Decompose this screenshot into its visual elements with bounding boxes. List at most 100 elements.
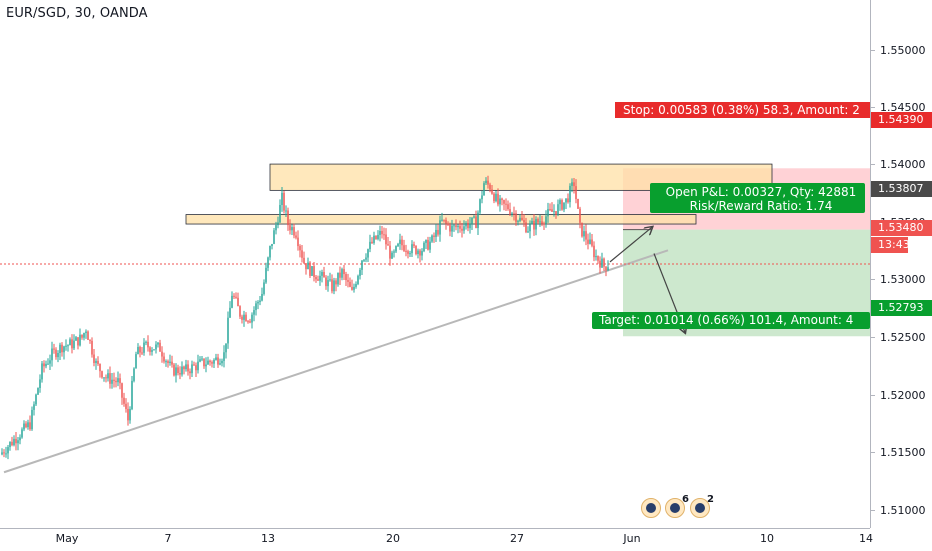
- candle-body: [293, 227, 295, 236]
- candle-body: [1, 452, 3, 455]
- candle-body: [427, 239, 429, 250]
- candle-body: [495, 193, 497, 202]
- candle-body: [19, 437, 21, 441]
- candle-body: [605, 266, 607, 271]
- candle-body: [601, 258, 603, 268]
- candle-body: [245, 314, 247, 322]
- candle-body: [217, 357, 219, 365]
- candle-body: [523, 220, 525, 223]
- candle-body: [91, 340, 93, 355]
- stop-info-label: Stop: 0.00583 (0.38%) 58.3, Amount: 2: [615, 102, 870, 118]
- candle-body: [571, 182, 573, 186]
- candle-body: [413, 244, 415, 246]
- candle-body: [467, 223, 469, 229]
- candle-body: [59, 344, 61, 354]
- candle-body: [313, 266, 315, 277]
- candle-body: [369, 241, 371, 250]
- candle-body: [117, 378, 119, 383]
- candle-body: [357, 275, 359, 285]
- candle-body: [569, 185, 571, 203]
- price-tick: 1.55000: [871, 44, 926, 57]
- candle-body: [213, 359, 215, 364]
- event-badge-icon[interactable]: [641, 498, 661, 518]
- price-tick: 1.51000: [871, 504, 926, 517]
- candle-body: [449, 224, 451, 232]
- candle-body: [251, 314, 253, 323]
- candle-body: [559, 200, 561, 205]
- time-tick: May: [55, 532, 79, 545]
- ascending-trendline: [3, 249, 669, 474]
- time-tick: 13: [261, 532, 275, 545]
- candle-body: [285, 210, 287, 212]
- candle-body: [267, 257, 269, 268]
- candle-body: [401, 239, 403, 246]
- risk-reward-ratio-text: Risk/Reward Ratio: 1.74: [689, 199, 833, 213]
- candle-body: [161, 351, 163, 357]
- candle-body: [225, 343, 227, 353]
- candle-body: [119, 378, 121, 384]
- candle-body: [145, 341, 147, 343]
- price-scale[interactable]: 1.55000 1.54500 1.54000 1.53500 1.53000 …: [870, 0, 932, 528]
- candle-body: [275, 225, 277, 231]
- candle-body: [3, 452, 5, 454]
- candle-body: [391, 252, 393, 259]
- candle-body: [83, 333, 85, 338]
- event-badge-icon[interactable]: [665, 498, 685, 518]
- candle-body: [431, 235, 433, 242]
- candle-body: [281, 192, 283, 206]
- candle-body: [397, 243, 399, 247]
- candle-body: [123, 397, 125, 404]
- candle-body: [305, 263, 307, 270]
- candle-body: [599, 260, 601, 268]
- candle-body: [45, 363, 47, 367]
- candle-body: [383, 234, 385, 236]
- candle-body: [103, 377, 105, 379]
- candle-body: [551, 209, 553, 212]
- candle-body: [197, 361, 199, 371]
- time-scale[interactable]: May 7 13 20 27 Jun 10 14: [0, 528, 873, 551]
- candle-body: [585, 231, 587, 240]
- candle-body: [425, 239, 427, 243]
- candle-body: [561, 200, 563, 210]
- candle-body: [93, 354, 95, 363]
- candle-body: [579, 208, 581, 223]
- candle-body: [363, 259, 365, 261]
- candle-body: [411, 244, 413, 254]
- candle-body: [201, 358, 203, 360]
- candle-body: [303, 257, 305, 264]
- event-badge-icon[interactable]: [690, 498, 710, 518]
- candle-body: [163, 356, 165, 362]
- candle-body: [129, 409, 131, 421]
- candle-body: [181, 366, 183, 375]
- candle-body: [471, 217, 473, 224]
- candle-body: [421, 251, 423, 256]
- candle-body: [389, 245, 391, 259]
- candle-body: [121, 383, 123, 398]
- candle-body: [591, 239, 593, 246]
- candle-body: [133, 368, 135, 381]
- candle-body: [69, 339, 71, 346]
- candle-body: [381, 230, 383, 235]
- candle-body: [227, 317, 229, 344]
- candle-body: [101, 371, 103, 378]
- candle-body: [167, 361, 169, 363]
- candle-body: [353, 286, 355, 290]
- stop-price-label: 1.54390: [871, 112, 932, 128]
- candle-body: [509, 209, 511, 215]
- candle-body: [209, 360, 211, 363]
- candle-body: [535, 219, 537, 230]
- candle-body: [445, 219, 447, 224]
- candle-body: [469, 223, 471, 229]
- candle-body: [53, 348, 55, 350]
- candle-body: [49, 360, 51, 364]
- candle-body: [407, 251, 409, 254]
- economic-events[interactable]: 6 2: [638, 494, 718, 524]
- candle-body: [55, 349, 57, 358]
- candle-body: [309, 262, 311, 276]
- candle-body: [159, 342, 161, 352]
- candle-body: [21, 429, 23, 438]
- candle-body: [513, 213, 515, 215]
- candle-body: [301, 250, 303, 258]
